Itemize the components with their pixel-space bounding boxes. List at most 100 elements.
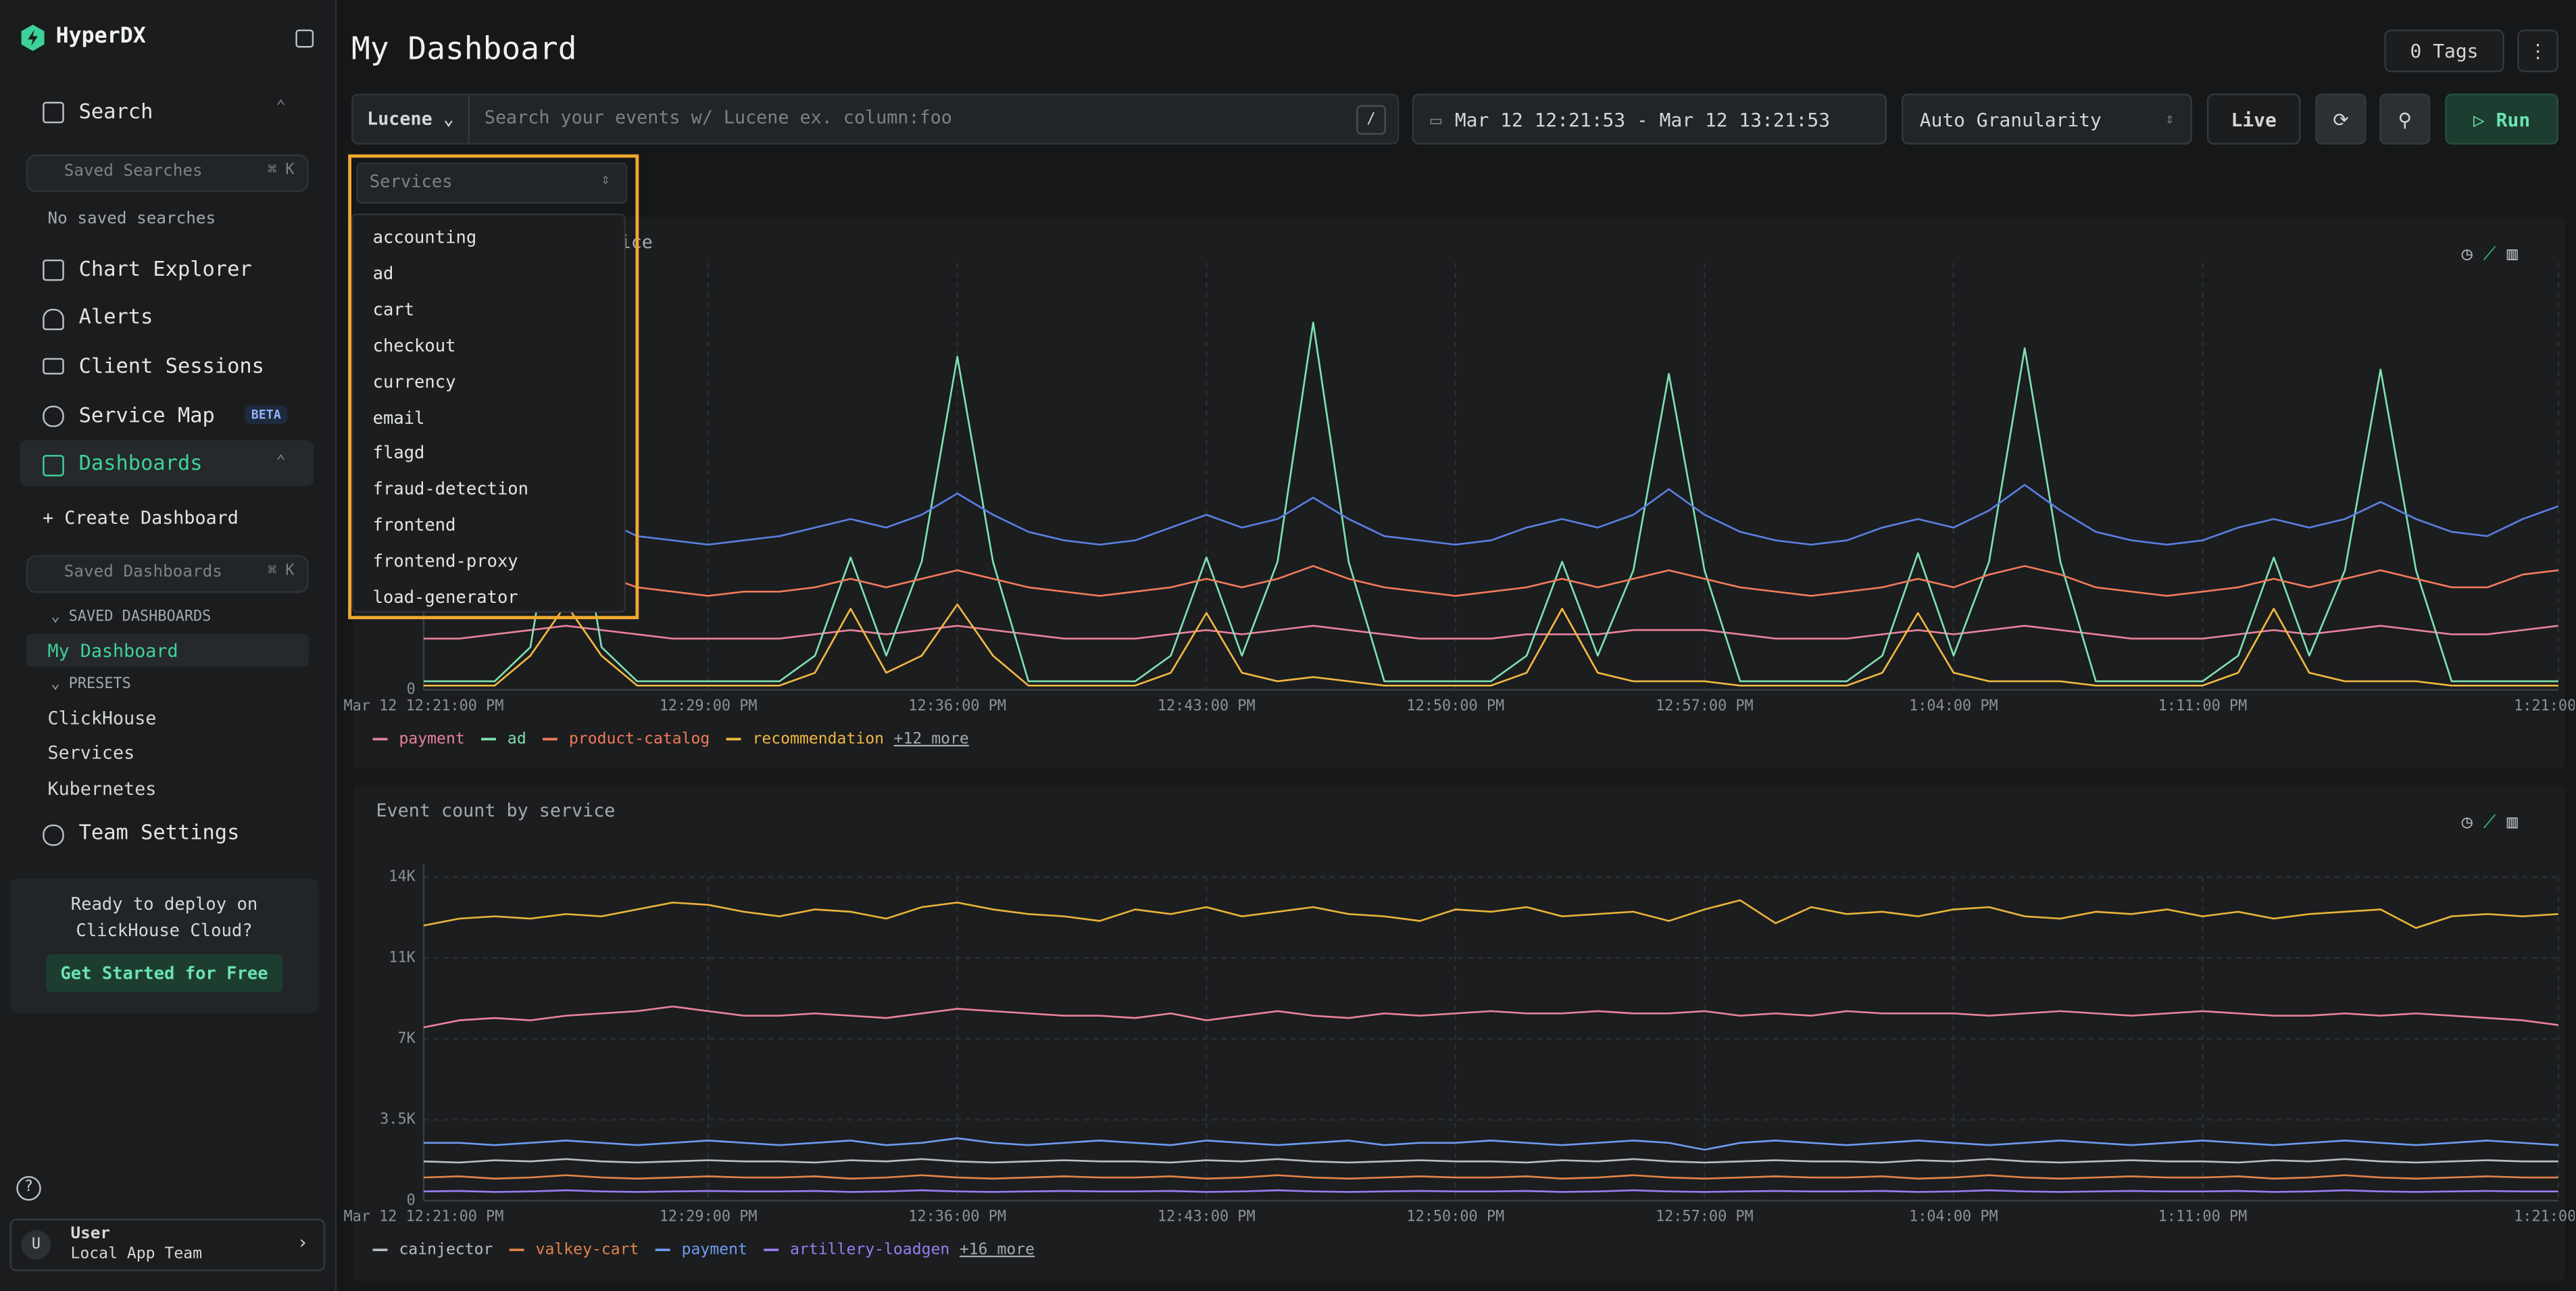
language-select[interactable]: Lucene ⌄ <box>353 95 470 143</box>
option[interactable]: email <box>372 408 425 429</box>
x-tick-label: 12:43:00 PM <box>1158 1209 1256 1225</box>
create-dashboard[interactable]: + Create Dashboard <box>43 507 239 529</box>
nav-service-map[interactable]: Service Map <box>78 402 215 427</box>
promo-text: Ready to deploy on ClickHouse Cloud? <box>70 895 258 942</box>
nav-dashboards[interactable]: Dashboards <box>78 449 203 475</box>
chevron[interactable]: ⌃ <box>276 98 286 117</box>
placeholder: Services <box>369 172 453 193</box>
option[interactable]: checkout <box>372 336 456 356</box>
services-input[interactable]: Services ⇕ <box>356 162 628 204</box>
promo-button[interactable]: Get Started for Free <box>46 954 282 992</box>
option[interactable]: load-generator <box>372 587 518 608</box>
option[interactable]: flagd <box>372 444 425 464</box>
heading: SAVED DASHBOARDS <box>68 609 212 626</box>
icon <box>43 455 64 477</box>
chevron: ⇕ <box>601 172 610 189</box>
option[interactable]: fraud-detection <box>372 480 529 500</box>
user-box[interactable]: U User Local App Team › <box>9 1219 326 1271</box>
x-tick-label: 12:36:00 PM <box>908 1209 1006 1225</box>
beta-badge: BETA <box>245 406 288 424</box>
legend-label: artillery-loadgen <box>790 1241 949 1259</box>
legend-label: cainjector <box>399 1241 493 1259</box>
chart-panel <box>353 216 2565 769</box>
x-tick-label: 1:11:00 PM <box>2158 698 2248 714</box>
icon <box>43 406 64 427</box>
series-line <box>423 565 2559 597</box>
option[interactable]: accounting <box>372 228 477 248</box>
x-tick-label: Mar 12 12:21:00 PM <box>343 1209 503 1225</box>
search-bar[interactable]: Lucene ⌄ Search your events w/ Lucene ex… <box>351 93 1400 145</box>
saved-searches-input[interactable]: Saved Searches ⌘ K <box>26 154 309 193</box>
refresh-button[interactable]: ⟳ <box>2315 93 2367 145</box>
tags: 0 Tags <box>2410 39 2479 63</box>
x-tick-label: 1:11:00 PM <box>2158 1209 2248 1225</box>
granularity[interactable]: Auto Granularity ⇕ <box>1901 93 2193 145</box>
nav-chart-explorer[interactable]: Chart Explorer <box>78 256 252 281</box>
option[interactable]: currency <box>372 372 456 392</box>
granularity-text: Auto Granularity <box>1919 107 2102 131</box>
legend-label: payment <box>399 730 464 748</box>
icon <box>43 358 64 375</box>
tags-button[interactable]: 0 Tags <box>2384 29 2504 72</box>
y-tick-label: 11K <box>389 949 416 966</box>
shortcut: ⌘ K <box>268 563 295 580</box>
icon <box>43 259 64 281</box>
my-dashboard[interactable]: My Dashboard <box>47 640 178 662</box>
panel-icons[interactable]: ◷ ⟋ ▥ <box>2461 811 2518 833</box>
x-tick-label: 12:57:00 PM <box>1656 698 1754 714</box>
legend-more[interactable]: +16 more <box>960 1241 1035 1259</box>
help-icon[interactable]: ? <box>16 1175 41 1201</box>
live-button[interactable]: Live <box>2206 93 2301 145</box>
chart-title: Event count by service <box>376 800 615 821</box>
avatar: U <box>21 1230 51 1260</box>
x-tick-label: 12:36:00 PM <box>908 698 1006 714</box>
legend-label: product-catalog <box>569 730 710 748</box>
saved-dashboards-input[interactable]: Saved Dashboards ⌘ K <box>26 555 309 593</box>
chart-panel <box>353 785 2565 1282</box>
run: Run <box>2496 107 2531 131</box>
option[interactable]: cart <box>372 300 415 320</box>
legend-more[interactable]: +12 more <box>894 730 969 748</box>
page-title: My Dashboard <box>351 31 577 68</box>
options-list: accounting ad cart checkout currency email fla… <box>351 213 626 613</box>
x-tick-label: 1:21:00 PM <box>2514 1209 2575 1225</box>
search-icon <box>43 101 64 124</box>
sidebar: HyperDX Search ⌃ Saved Searches ⌘ K No s… <box>0 0 337 1291</box>
option[interactable]: ad <box>372 264 394 285</box>
series-line <box>423 321 2558 683</box>
placeholder: Saved Searches <box>64 162 203 181</box>
chevron[interactable]: ⌃ <box>276 453 286 472</box>
collapse-icon[interactable] <box>295 29 314 48</box>
run-button[interactable]: ▷ Run <box>2445 93 2558 145</box>
series-line <box>423 899 2559 929</box>
x-tick-label: 1:21:00 PM <box>2514 698 2575 714</box>
heading: PRESETS <box>68 677 131 693</box>
x-tick-label: 12:57:00 PM <box>1656 1209 1754 1225</box>
series-line <box>423 1189 2558 1193</box>
preset[interactable]: Kubernetes <box>47 778 157 800</box>
series-line <box>423 1005 2559 1029</box>
icon <box>43 308 64 331</box>
legend-label: ad <box>507 730 526 748</box>
no-saved-searches: No saved searches <box>47 210 216 228</box>
series-line <box>423 1137 2559 1151</box>
x-tick-label: 12:50:00 PM <box>1406 698 1504 714</box>
promo-box: Ready to deploy on ClickHouse Cloud? Get… <box>9 879 319 1014</box>
legend-label: payment <box>682 1241 747 1259</box>
preset[interactable]: Services <box>47 742 135 764</box>
nav-alerts[interactable]: Alerts <box>78 303 153 328</box>
more-button[interactable]: ⋮ <box>2517 29 2558 72</box>
filter-button[interactable]: ⚲ <box>2379 93 2431 145</box>
preset[interactable]: ClickHouse <box>47 708 157 729</box>
nav-search[interactable]: Search <box>78 98 153 124</box>
time-range[interactable]: ▭ Mar 12 12:21:53 - Mar 12 13:21:53 <box>1412 93 1887 145</box>
option[interactable]: frontend <box>372 516 456 536</box>
nav-team-settings[interactable]: Team Settings <box>78 819 240 845</box>
y-tick-label: 0 <box>407 681 416 698</box>
nav-client-sessions[interactable]: Client Sessions <box>78 353 264 378</box>
panel-icons[interactable]: ◷ ⟋ ▥ <box>2461 243 2518 265</box>
option[interactable]: frontend-proxy <box>372 552 518 572</box>
services-filter[interactable]: Services ⇕ accounting ad cart checkout curre… <box>348 154 639 620</box>
